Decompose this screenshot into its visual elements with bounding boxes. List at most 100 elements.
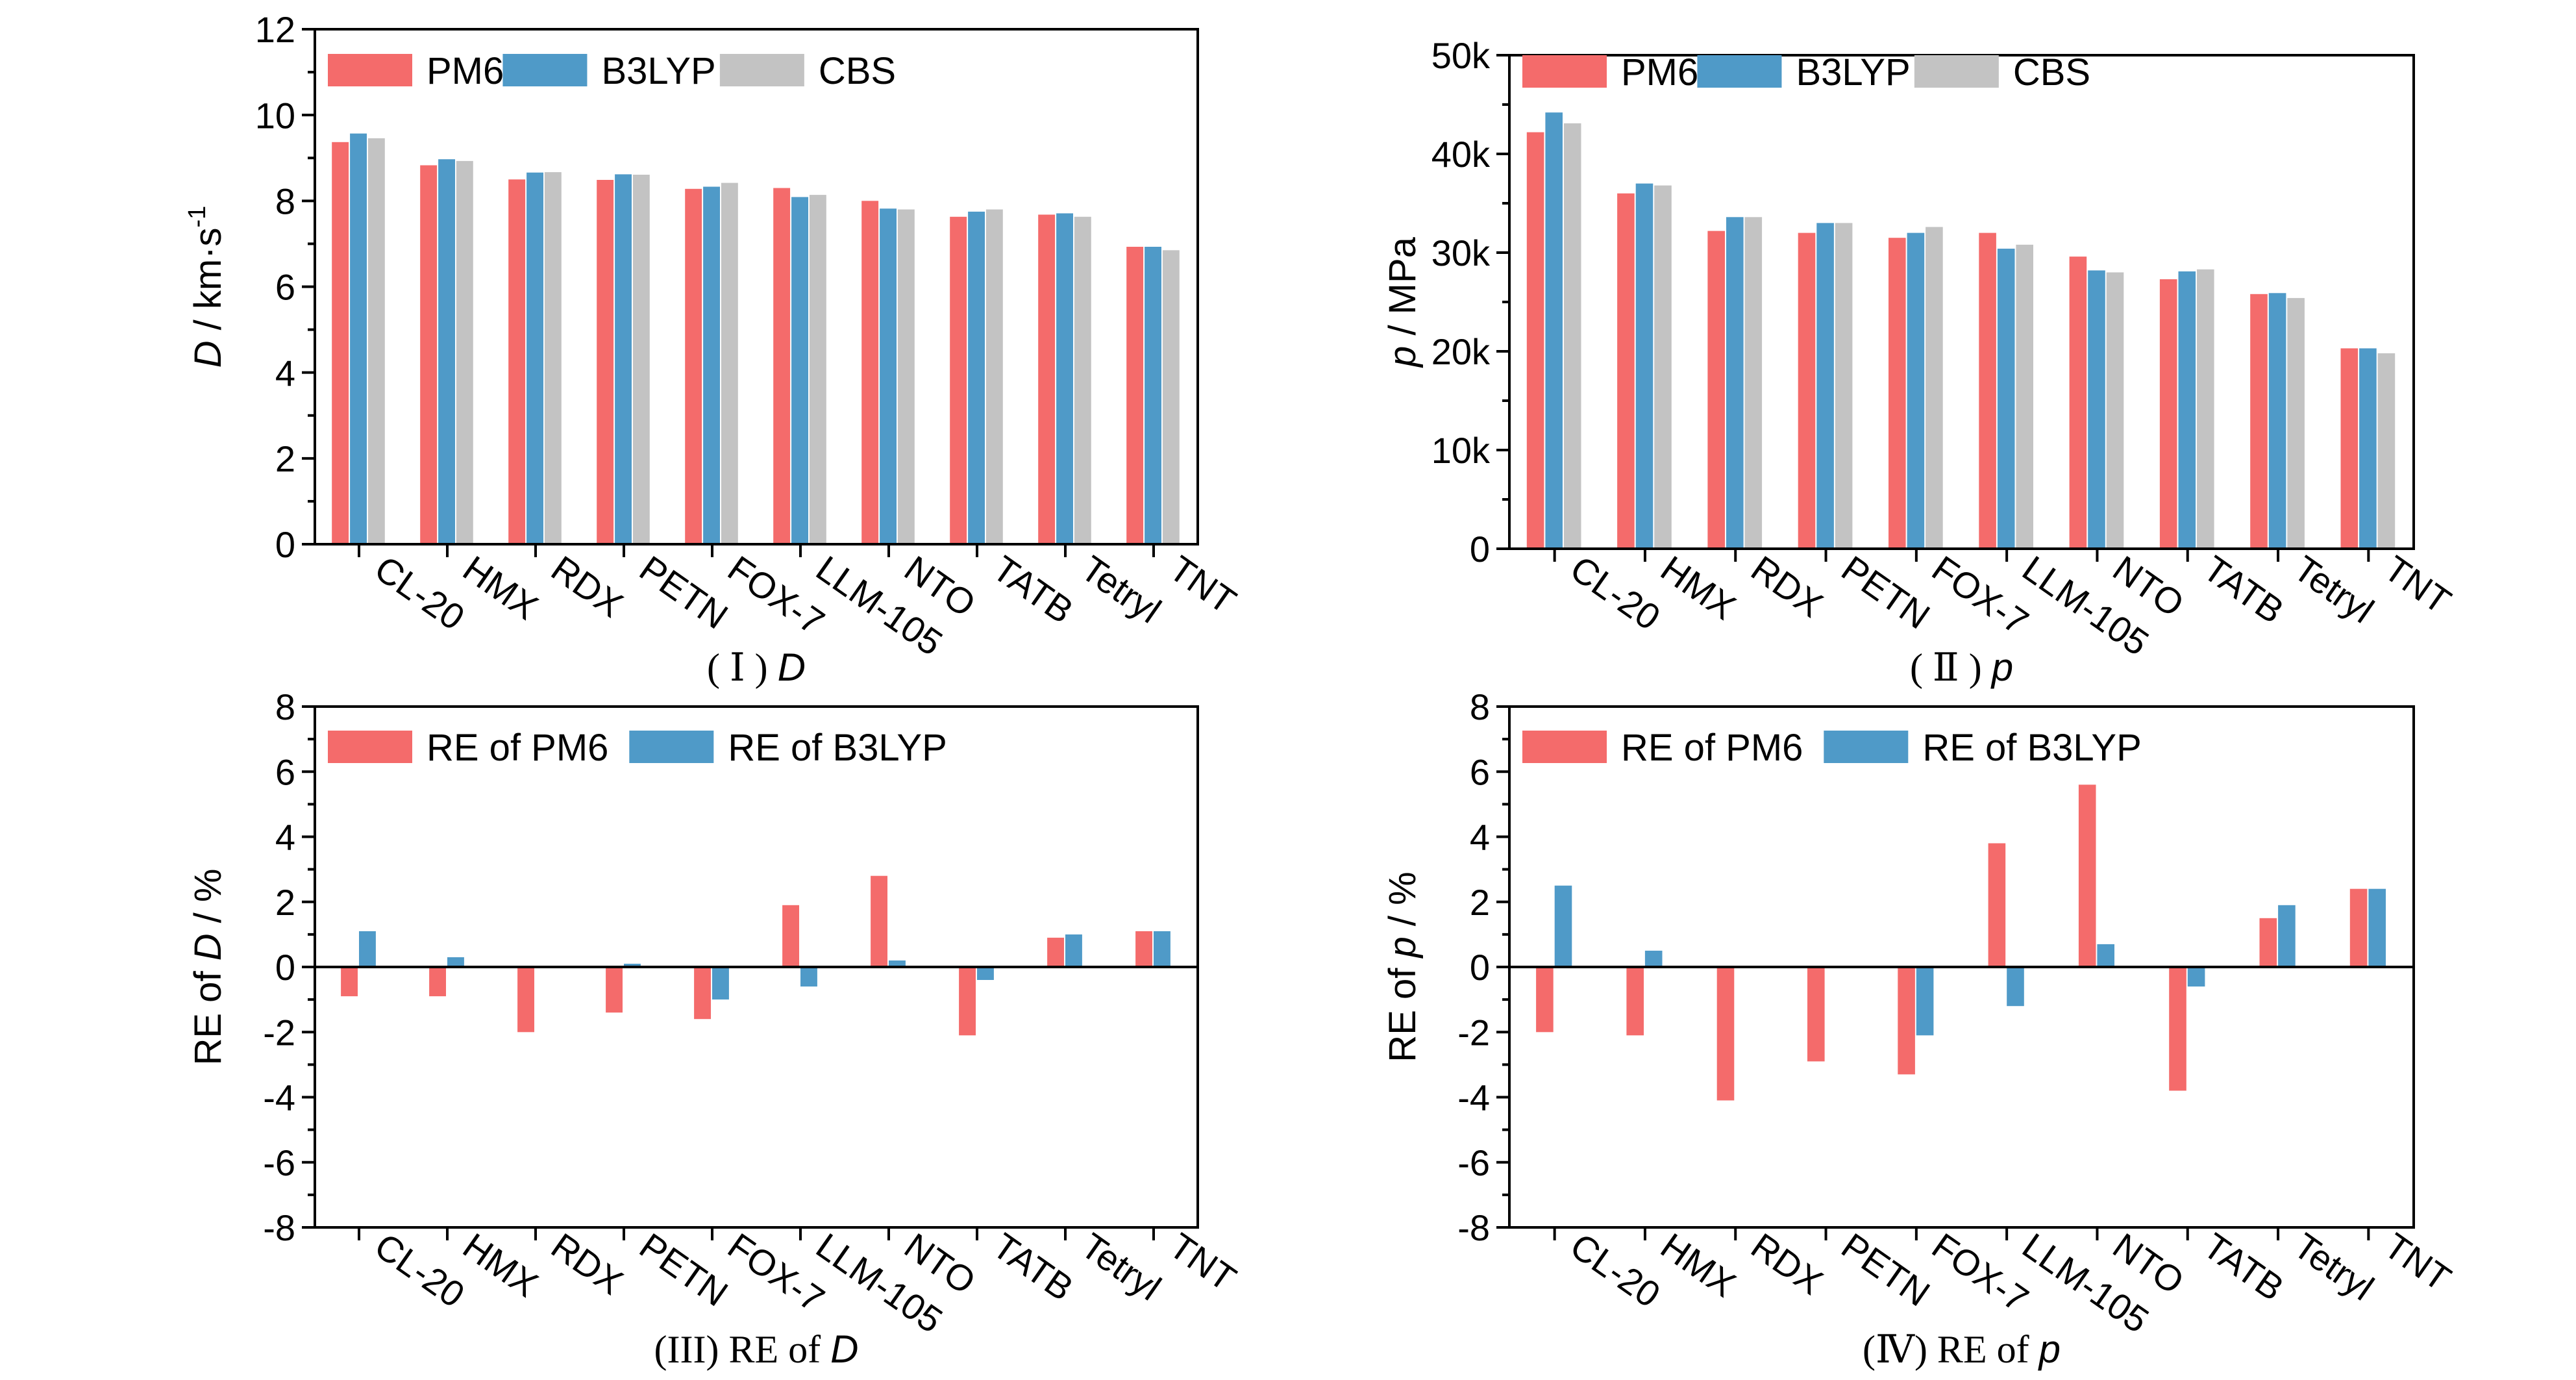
bar-cbs-hmx [1654,185,1672,549]
x-tick-label: PETN [632,547,735,636]
panel-caption: (Ⅳ) RE of p [1863,1327,2061,1371]
bar-b3lyp-tetryl [2268,293,2286,549]
bar-pm6-nto [2078,784,2096,967]
y-tick-label: -6 [263,1142,295,1183]
bar-b3lyp-fox-7 [1916,967,1934,1036]
x-tick-label: CL-20 [1563,547,1668,638]
x-tick-label: FOX-7 [721,1225,832,1320]
bar-cbs-llm-105 [2016,244,2033,549]
y-tick-label: 20k [1431,331,1491,372]
bar-b3lyp-llm-105 [2007,967,2024,1007]
y-tick-label: 6 [275,267,295,308]
legend-label-b3lyp: RE of B3LYP [1922,727,2141,769]
panel-caption: ( Ⅱ ) p [1910,646,2013,689]
bar-pm6-tetryl [2259,918,2277,967]
x-tick-label: TNT [1162,547,1243,621]
y-tick-label: 50k [1431,35,1491,76]
bar-b3lyp-cl-20 [350,133,367,545]
bar-cbs-petn [1835,223,1853,549]
bar-pm6-nto [871,875,887,967]
bar-pm6-petn [597,180,614,544]
bar-pm6-hmx [420,165,438,544]
bar-cbs-nto [897,209,915,544]
bar-pm6-cl-20 [1526,132,1544,549]
bar-pm6-fox-7 [1889,238,1906,549]
bar-pm6-tnt [2340,348,2359,549]
y-tick-label: 30k [1431,232,1491,273]
x-tick-label: TATB [985,547,1081,631]
bar-pm6-rdx [1716,967,1735,1101]
bar-pm6-tatb [2159,279,2177,549]
bar-b3lyp-cl-20 [1545,112,1563,549]
bar-pm6-tatb [959,967,976,1036]
y-tick-label: 6 [275,751,295,792]
bar-cbs-tatb [985,209,1003,544]
legend-swatch-pm6 [328,731,412,763]
y-tick-label: -2 [263,1012,295,1053]
bar-pm6-petn [1798,232,1816,549]
x-tick-label: HMX [1653,547,1743,627]
bar-b3lyp-petn [615,174,632,544]
legend-label-b3lyp: RE of B3LYP [728,727,947,769]
bar-b3lyp-llm-105 [800,967,817,987]
x-tick-label: FOX-7 [1925,547,2036,642]
bar-pm6-cl-20 [341,967,358,997]
x-tick-label: CL-20 [1563,1225,1668,1315]
y-tick-label: 2 [1470,882,1490,923]
bar-pm6-llm-105 [1988,843,2006,967]
legend-label-cbs: CBS [2013,51,2090,94]
legend-label-pm6: RE of PM6 [427,727,608,769]
bar-cbs-fox-7 [1926,227,1943,549]
x-tick-label: HMX [456,1225,545,1305]
bar-pm6-petn [606,967,623,1013]
bar-pm6-hmx [1626,967,1644,1036]
bar-b3lyp-tnt [1145,247,1161,544]
bar-pm6-rdx [517,967,534,1033]
bar-b3lyp-tetryl [1065,934,1082,967]
y-tick-label: 2 [275,882,295,923]
y-tick-label: 8 [1470,686,1490,727]
bar-pm6-tetryl [2250,294,2268,549]
bar-b3lyp-hmx [1644,950,1663,967]
x-tick-label: PETN [632,1225,735,1314]
bar-cbs-rdx [544,172,562,545]
bar-cbs-hmx [456,160,473,544]
y-tick-label: 0 [1470,529,1490,570]
bar-b3lyp-nto [889,960,906,967]
y-tick-label: 4 [275,817,295,858]
bar-cbs-tetryl [1074,216,1091,544]
y-tick-label: -8 [263,1207,295,1248]
y-tick-label: 8 [275,686,295,727]
y-tick-label: 2 [275,438,295,479]
bar-pm6-hmx [429,967,446,997]
y-tick-label: -8 [1457,1207,1490,1248]
x-tick-label: PETN [1835,547,1937,636]
legend-swatch-pm6 [328,54,412,86]
bar-b3lyp-fox-7 [712,967,729,1000]
bar-pm6-tatb [2169,967,2186,1091]
bar-b3lyp-hmx [1635,183,1653,549]
bar-b3lyp-cl-20 [359,931,376,967]
bar-b3lyp-tnt [2368,888,2386,967]
y-tick-label: 0 [1470,947,1490,988]
legend-swatch-b3lyp [1824,731,1909,763]
y-tick-label: 6 [1470,751,1490,792]
bar-pm6-fox-7 [694,967,711,1020]
y-tick-label: -2 [1457,1012,1490,1053]
bar-cbs-tnt [2377,353,2396,549]
x-tick-label: PETN [1835,1225,1937,1314]
y-tick-label: 10k [1431,430,1491,471]
bar-b3lyp-tetryl [2278,905,2296,967]
y-tick-label: 8 [275,181,295,221]
x-tick-label: HMX [1653,1225,1743,1305]
legend-swatch-cbs [719,54,804,86]
bar-b3lyp-tatb [2178,271,2196,549]
bar-b3lyp-hmx [447,957,464,967]
x-tick-label: Tetryl [2286,547,2381,631]
x-tick-label: TNT [2377,547,2458,621]
legend-swatch-pm6 [1522,731,1607,763]
